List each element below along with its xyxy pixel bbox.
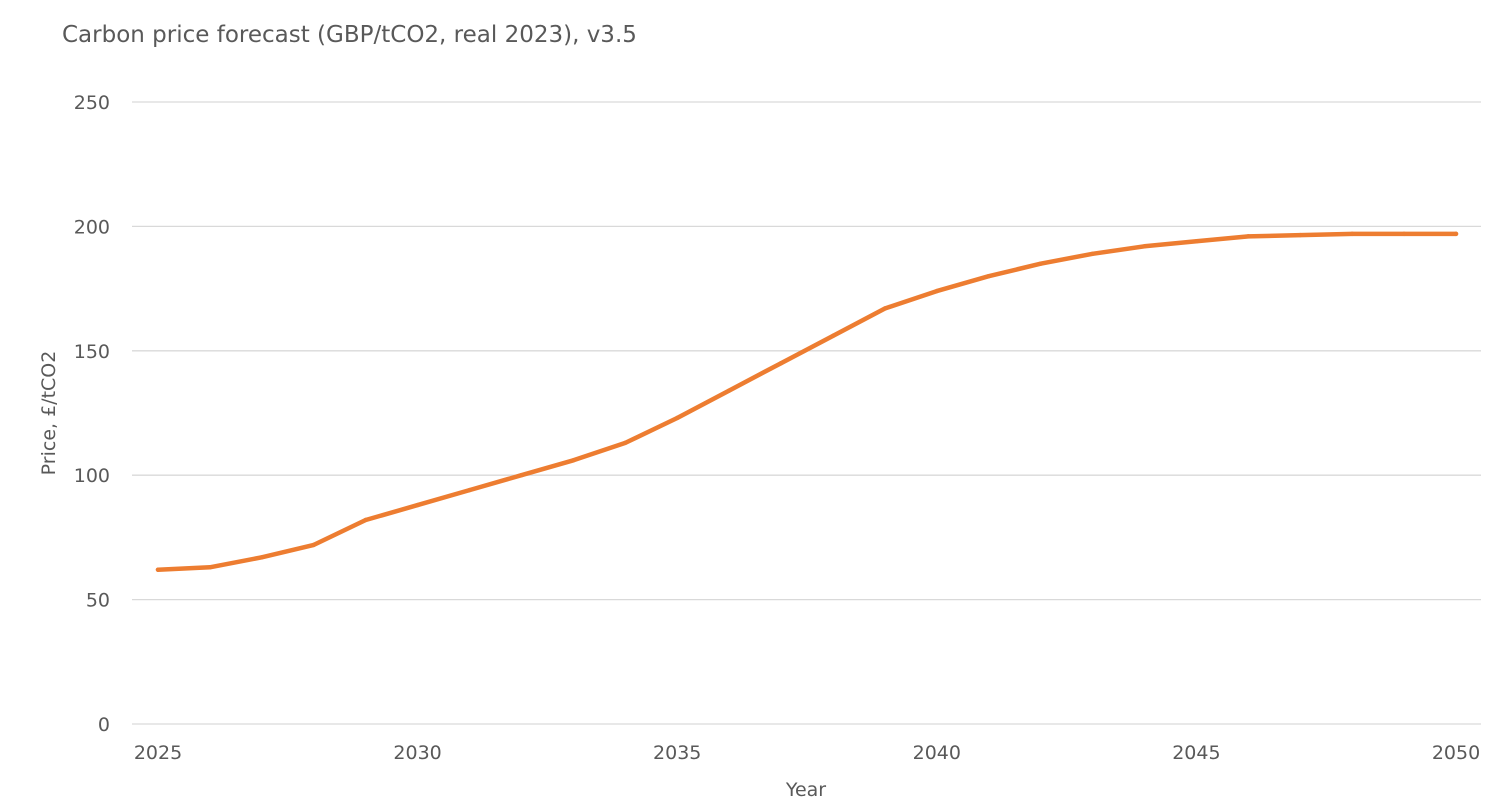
data-point <box>726 388 732 393</box>
data-point <box>986 273 991 279</box>
x-tick-label: 2040 <box>913 742 961 764</box>
data-point <box>1246 234 1251 239</box>
data-point <box>415 502 420 508</box>
data-point <box>363 517 368 523</box>
data-point <box>882 306 888 311</box>
data-point <box>1298 232 1303 238</box>
data-point <box>1142 244 1147 249</box>
series-layer <box>155 231 1459 572</box>
data-point <box>778 361 784 366</box>
x-axis-title: Year <box>785 779 826 801</box>
gridlines <box>132 101 1481 725</box>
data-point <box>155 567 161 572</box>
x-tick-label: 2050 <box>1432 742 1480 764</box>
y-axis-title: Price, £/tCO2 <box>38 351 60 476</box>
y-tick-label: 250 <box>74 92 110 114</box>
data-point <box>259 555 265 560</box>
x-tick-label: 2035 <box>653 742 701 764</box>
x-axis-ticks: 2025 2030 2035 2040 2045 2050 <box>134 742 1480 764</box>
data-point <box>830 333 836 339</box>
chart-title: Carbon price forecast (GBP/tCO2, real 20… <box>62 22 637 48</box>
data-point <box>571 458 576 463</box>
data-point <box>934 288 939 294</box>
data-point <box>1349 231 1355 237</box>
data-point <box>1090 251 1095 256</box>
data-point <box>311 542 316 548</box>
data-point <box>467 487 472 493</box>
y-tick-label: 100 <box>74 465 110 487</box>
data-point <box>1194 239 1199 244</box>
y-tick-label: 0 <box>98 714 110 736</box>
data-point <box>675 415 680 421</box>
data-point <box>519 473 524 478</box>
x-tick-label: 2025 <box>134 742 182 764</box>
data-point <box>623 440 628 446</box>
y-tick-label: 150 <box>74 341 110 363</box>
x-tick-label: 2030 <box>393 742 441 764</box>
y-axis-ticks: 0 50 100 150 200 250 <box>74 92 110 736</box>
data-point <box>1453 231 1459 237</box>
data-point <box>207 565 213 570</box>
series-line <box>155 231 1459 572</box>
x-tick-label: 2045 <box>1172 742 1220 764</box>
y-tick-label: 50 <box>86 590 110 612</box>
data-point <box>1038 261 1043 266</box>
data-point <box>1401 231 1407 237</box>
y-tick-label: 200 <box>74 216 110 238</box>
